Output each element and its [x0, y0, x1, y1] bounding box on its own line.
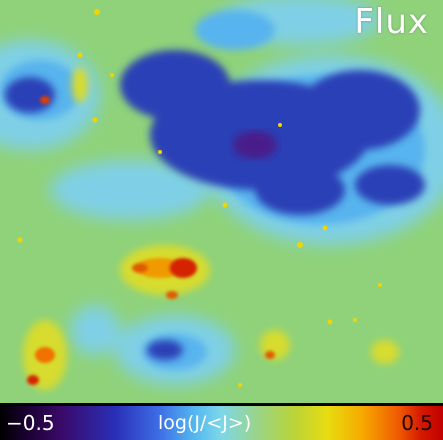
colorbar-min-label: −0.5 [6, 411, 55, 435]
colorbar-max-label: 0.5 [401, 411, 433, 435]
map-title: Flux [354, 2, 429, 42]
colorbar-gradient [0, 406, 443, 440]
flux-map-image [0, 0, 443, 403]
colorbar-axis-label: log(J/<J>) [158, 412, 252, 434]
